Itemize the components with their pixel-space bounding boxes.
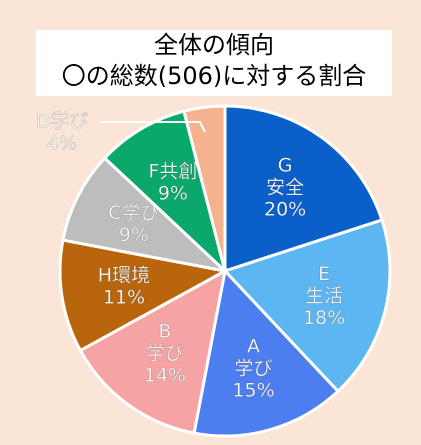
pie-slice bbox=[102, 109, 228, 276]
slice-label: 学び bbox=[235, 358, 273, 380]
pie-slice bbox=[223, 104, 384, 274]
slice-label: G bbox=[278, 155, 293, 177]
pie-slice bbox=[182, 104, 227, 272]
slice-label: A bbox=[247, 336, 260, 358]
value-label: 9% bbox=[158, 182, 188, 204]
slice-label: 生活 bbox=[305, 285, 343, 307]
value-label: 15% bbox=[232, 380, 274, 402]
pie-slice bbox=[192, 267, 341, 438]
value-label: 18% bbox=[303, 307, 345, 329]
slice-label: H環境 bbox=[98, 265, 150, 287]
value-label: 11% bbox=[103, 287, 145, 309]
slice-label: F共創 bbox=[148, 160, 197, 182]
slice-label: C学び bbox=[108, 202, 159, 224]
chart-title: 全体の傾向 bbox=[154, 31, 274, 59]
value-label: 4% bbox=[47, 133, 77, 155]
pie-slice bbox=[78, 268, 228, 435]
slice-label: B bbox=[158, 320, 171, 342]
slice-label: E bbox=[318, 263, 330, 285]
value-label: 20% bbox=[264, 199, 306, 221]
chart-title: 〇の総数(506)に対する割合 bbox=[62, 62, 367, 90]
value-label: 9% bbox=[119, 224, 149, 246]
pie-slice bbox=[61, 155, 230, 274]
slice-label: 学び bbox=[146, 342, 184, 364]
slice-label: 安全 bbox=[266, 177, 304, 199]
slice-label: D学び bbox=[36, 111, 89, 133]
value-label: 14% bbox=[144, 364, 186, 386]
pie-slice bbox=[222, 218, 392, 394]
pie-slice bbox=[58, 238, 230, 353]
title-box bbox=[36, 30, 392, 96]
leader-line bbox=[100, 121, 206, 133]
